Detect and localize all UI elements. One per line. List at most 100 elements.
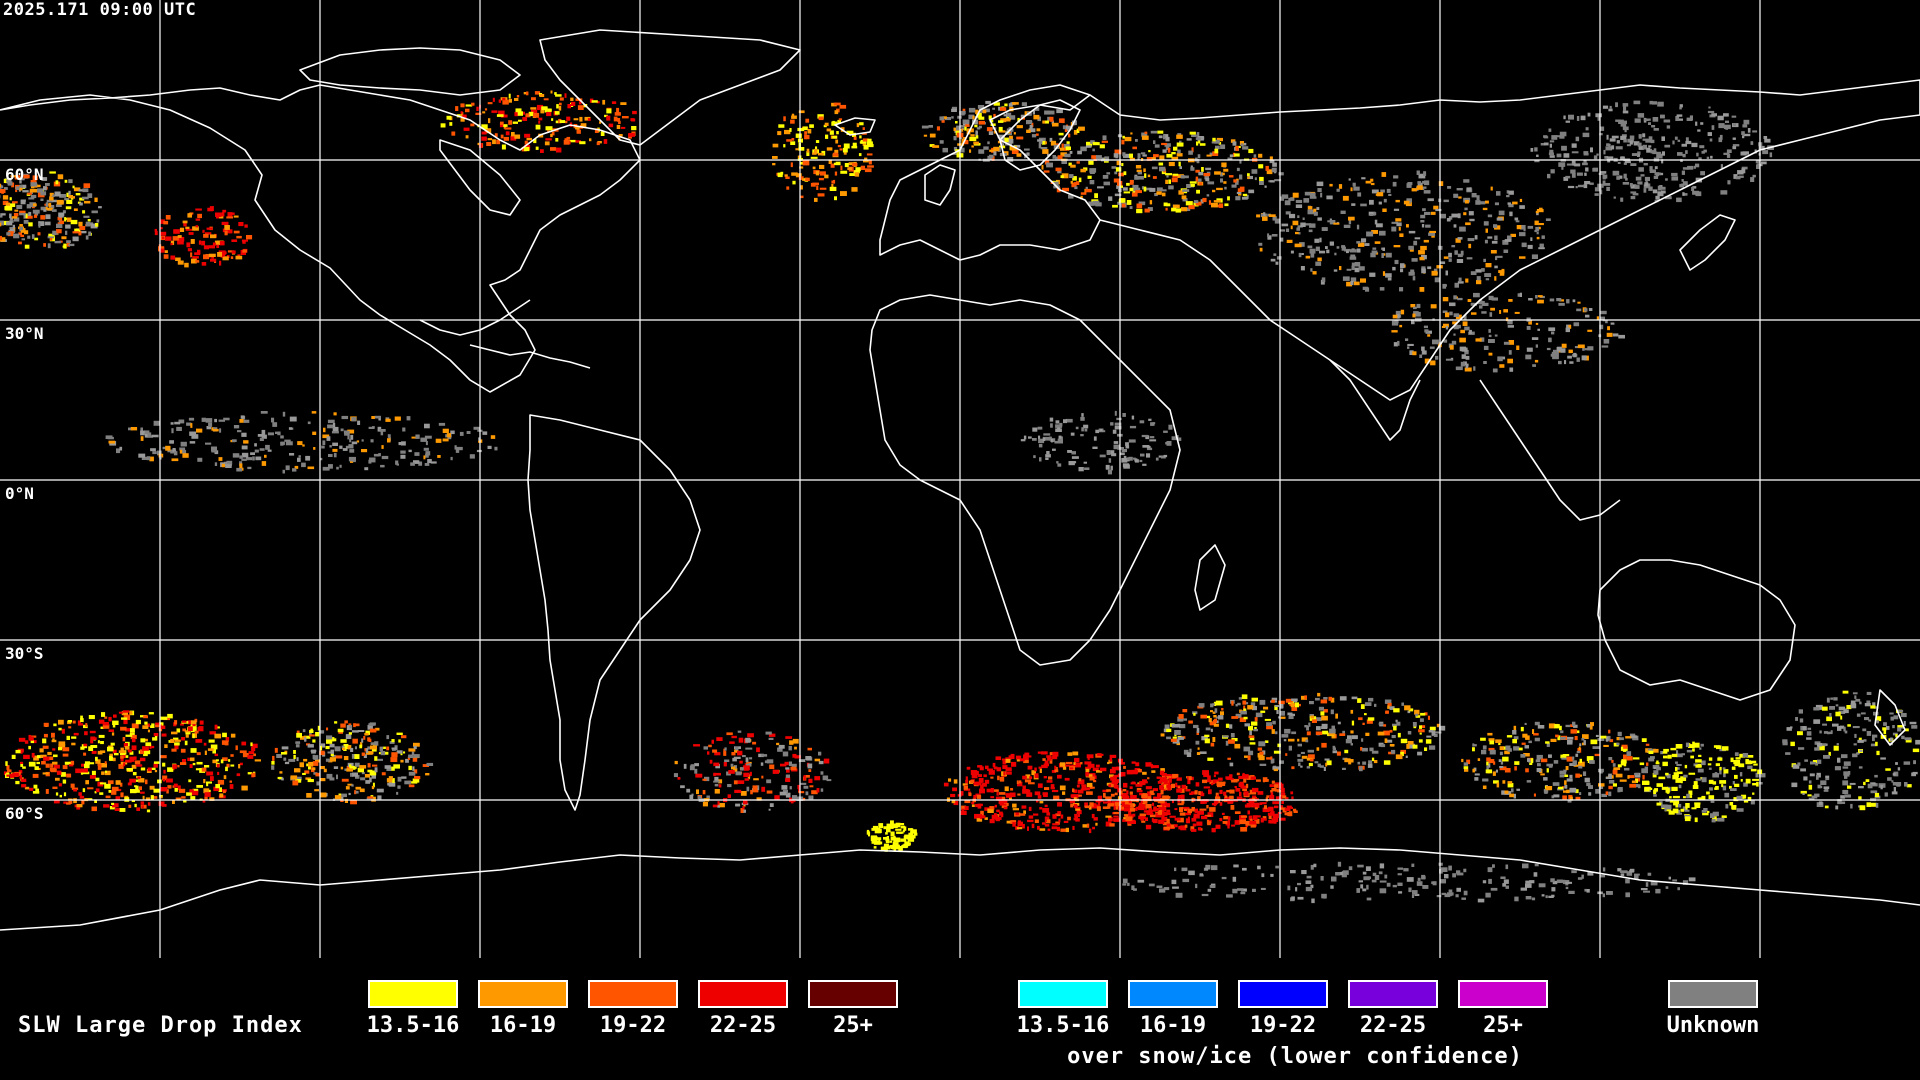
data-pixel bbox=[1048, 110, 1055, 115]
data-pixel bbox=[1086, 141, 1093, 147]
data-pixel bbox=[1605, 736, 1609, 742]
data-pixel bbox=[1242, 700, 1247, 705]
data-pixel bbox=[1157, 810, 1163, 815]
data-pixel bbox=[788, 761, 792, 766]
data-pixel bbox=[1374, 241, 1381, 244]
data-pixel bbox=[942, 116, 947, 119]
data-pixel bbox=[1281, 795, 1287, 799]
data-pixel bbox=[1449, 302, 1456, 307]
data-pixel bbox=[364, 733, 369, 736]
data-pixel bbox=[923, 134, 928, 137]
data-pixel bbox=[1080, 146, 1087, 152]
data-pixel bbox=[1062, 125, 1067, 130]
data-pixel bbox=[1225, 723, 1230, 728]
data-pixel bbox=[247, 755, 254, 759]
data-pixel bbox=[1612, 763, 1616, 767]
data-pixel bbox=[1259, 180, 1264, 185]
data-pixel bbox=[617, 118, 621, 122]
data-pixel bbox=[1234, 811, 1241, 814]
data-pixel bbox=[1118, 199, 1124, 203]
data-pixel bbox=[1070, 803, 1074, 808]
data-pixel bbox=[550, 90, 553, 94]
data-pixel bbox=[110, 742, 115, 746]
data-pixel bbox=[1356, 241, 1361, 244]
data-pixel bbox=[487, 102, 493, 105]
data-pixel bbox=[531, 109, 538, 115]
data-pixel bbox=[1350, 187, 1353, 192]
data-pixel bbox=[32, 203, 37, 207]
data-pixel bbox=[1371, 750, 1379, 754]
data-pixel bbox=[289, 416, 297, 422]
data-pixel bbox=[1340, 210, 1346, 214]
data-pixel bbox=[20, 234, 25, 237]
data-pixel bbox=[349, 765, 357, 769]
data-pixel bbox=[818, 177, 824, 181]
data-pixel bbox=[58, 727, 62, 731]
data-pixel bbox=[154, 230, 158, 236]
data-pixel bbox=[1104, 156, 1110, 162]
data-pixel bbox=[1069, 151, 1073, 154]
data-pixel bbox=[1485, 769, 1493, 774]
data-pixel bbox=[1007, 157, 1014, 162]
data-pixel bbox=[1114, 149, 1122, 155]
data-pixel bbox=[1198, 140, 1201, 144]
data-pixel bbox=[1482, 785, 1487, 789]
data-pixel bbox=[969, 136, 977, 142]
data-pixel bbox=[1384, 738, 1388, 743]
data-pixel bbox=[1555, 734, 1559, 738]
data-pixel bbox=[203, 254, 210, 260]
data-pixel bbox=[1168, 424, 1173, 430]
data-pixel bbox=[1548, 723, 1555, 729]
data-pixel bbox=[88, 746, 94, 751]
data-pixel bbox=[6, 179, 9, 183]
data-pixel bbox=[1096, 155, 1102, 160]
data-pixel bbox=[181, 737, 185, 741]
data-pixel bbox=[620, 102, 627, 105]
data-pixel bbox=[1138, 201, 1146, 206]
data-pixel bbox=[478, 437, 481, 441]
data-pixel bbox=[1227, 800, 1234, 804]
data-pixel bbox=[1391, 221, 1398, 224]
data-pixel bbox=[1639, 762, 1645, 766]
data-pixel bbox=[1308, 762, 1313, 767]
data-pixel bbox=[697, 795, 702, 799]
data-pixel bbox=[1139, 792, 1145, 796]
data-pixel bbox=[1235, 145, 1239, 151]
data-pixel bbox=[1488, 352, 1493, 356]
data-pixel bbox=[189, 789, 194, 793]
data-pixel bbox=[237, 430, 242, 433]
data-pixel bbox=[223, 775, 227, 780]
data-pixel bbox=[832, 120, 835, 124]
data-pixel bbox=[1188, 150, 1193, 155]
data-pixel bbox=[1210, 728, 1213, 732]
data-pixel bbox=[975, 109, 979, 114]
data-pixel bbox=[1371, 230, 1378, 234]
data-pixel bbox=[68, 179, 73, 184]
data-pixel bbox=[1637, 154, 1640, 157]
data-pixel bbox=[1681, 183, 1685, 186]
data-pixel bbox=[118, 750, 126, 754]
data-pixel bbox=[1648, 750, 1654, 754]
data-pixel bbox=[1235, 788, 1241, 792]
data-pixel bbox=[1306, 766, 1311, 769]
data-pixel bbox=[1505, 745, 1511, 751]
data-pixel bbox=[1424, 211, 1431, 215]
data-pixel bbox=[1486, 757, 1491, 762]
data-pixel bbox=[1469, 218, 1475, 222]
data-pixel bbox=[737, 780, 745, 784]
data-pixel bbox=[1247, 176, 1250, 179]
data-pixel bbox=[312, 767, 316, 771]
data-pixel bbox=[82, 771, 90, 775]
data-pixel bbox=[343, 744, 349, 747]
data-pixel bbox=[1453, 325, 1459, 330]
data-pixel bbox=[1638, 784, 1641, 789]
data-pixel bbox=[1134, 459, 1139, 463]
data-pixel bbox=[111, 786, 119, 792]
data-pixel bbox=[1050, 423, 1053, 428]
data-pixel bbox=[190, 748, 197, 753]
data-pixel bbox=[45, 763, 50, 768]
data-pixel bbox=[1142, 463, 1147, 466]
data-pixel bbox=[239, 419, 244, 423]
data-pixel bbox=[498, 99, 501, 103]
data-pixel bbox=[548, 109, 552, 112]
